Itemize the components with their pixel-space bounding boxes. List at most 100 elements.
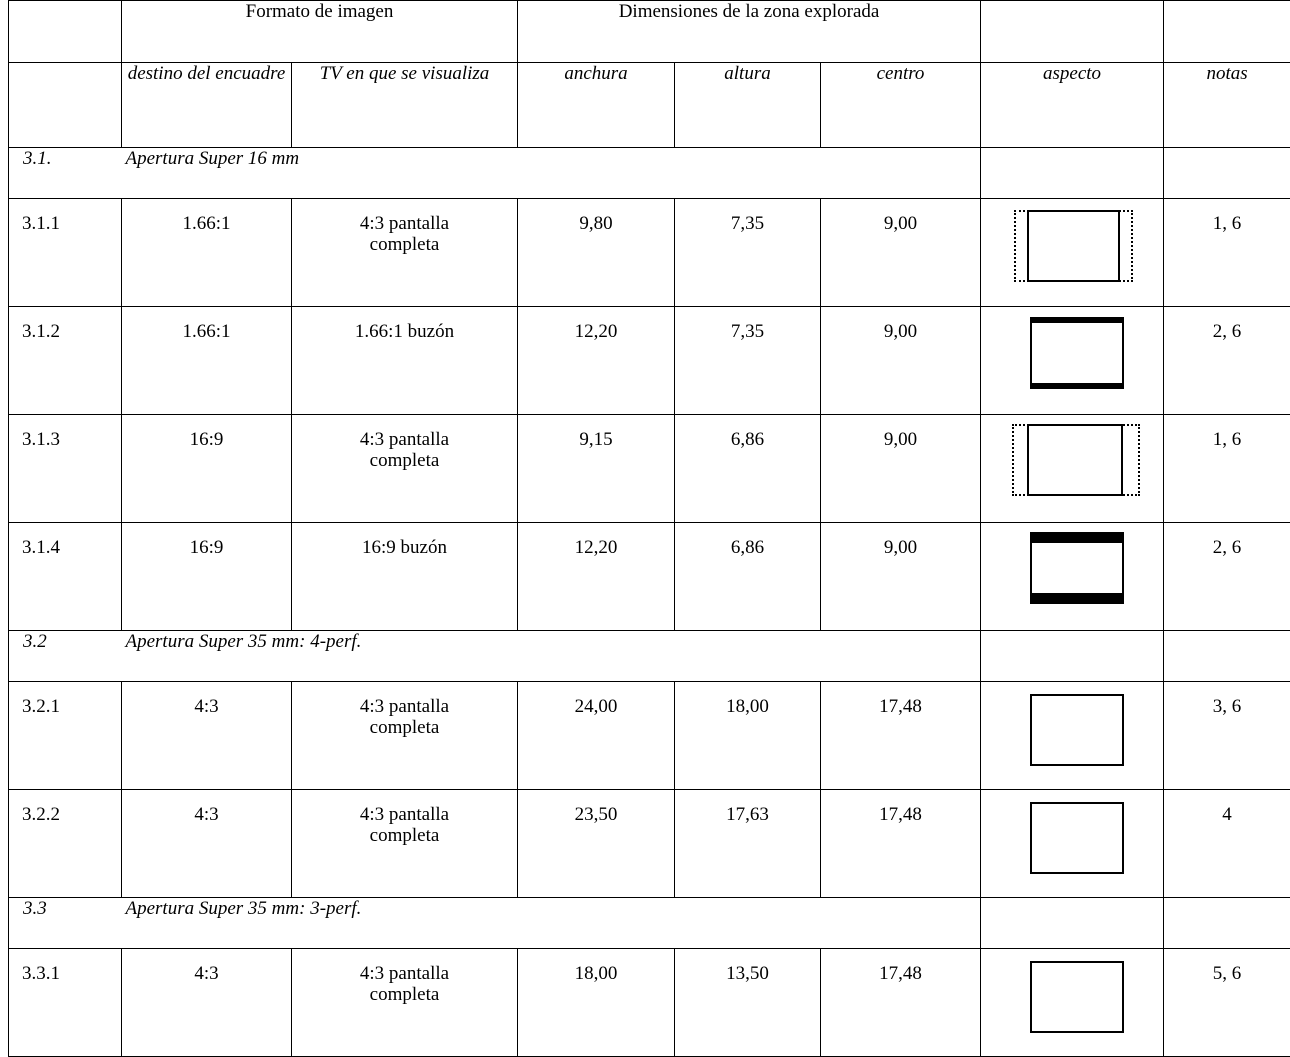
cell-destino: 16:9 bbox=[122, 415, 292, 523]
cell-destino: 1.66:1 bbox=[122, 307, 292, 415]
cell-aspecto bbox=[981, 307, 1164, 415]
letterbox-169-icon bbox=[981, 523, 1163, 630]
section-empty-cell bbox=[981, 898, 1164, 949]
cell-centro: 9,00 bbox=[821, 307, 981, 415]
header-empty-cell bbox=[1164, 1, 1290, 63]
section-empty-cell bbox=[981, 148, 1164, 199]
header-row-groups: Formato de imagen Dimensiones de la zona… bbox=[9, 1, 1290, 63]
col-header-anchura: anchura bbox=[518, 63, 675, 148]
cell-anchura: 12,20 bbox=[518, 307, 675, 415]
cell-anchura: 23,50 bbox=[518, 790, 675, 898]
cell-centro: 9,00 bbox=[821, 415, 981, 523]
row-id: 3.1.3 bbox=[9, 415, 122, 523]
row-id: 3.2.2 bbox=[9, 790, 122, 898]
cell-notas: 2, 6 bbox=[1164, 523, 1290, 631]
cell-altura: 6,86 bbox=[675, 415, 821, 523]
row-id: 3.1.1 bbox=[9, 199, 122, 307]
row-id: 3.1.4 bbox=[9, 523, 122, 631]
col-header-aspecto: aspecto bbox=[981, 63, 1164, 148]
col-header-altura: altura bbox=[675, 63, 821, 148]
header-dimensiones: Dimensiones de la zona explorada bbox=[518, 1, 981, 63]
letterbox-166-icon bbox=[981, 307, 1163, 414]
cell-tv: 4:3 pantalla completa bbox=[292, 682, 518, 790]
cell-tv: 4:3 pantalla completa bbox=[292, 949, 518, 1057]
section-empty-cell bbox=[1164, 148, 1290, 199]
cell-centro: 9,00 bbox=[821, 199, 981, 307]
cell-tv: 4:3 pantalla completa bbox=[292, 790, 518, 898]
col-header-destino: destino del encuadre bbox=[122, 63, 292, 148]
cell-notas: 4 bbox=[1164, 790, 1290, 898]
cell-tv: 1.66:1 buzón bbox=[292, 307, 518, 415]
cell-aspecto bbox=[981, 523, 1164, 631]
header-empty-cell bbox=[9, 63, 122, 148]
header-row-columns: destino del encuadre TV en que se visual… bbox=[9, 63, 1290, 148]
cell-centro: 9,00 bbox=[821, 523, 981, 631]
section-empty-cell bbox=[1164, 631, 1290, 682]
cell-notas: 5, 6 bbox=[1164, 949, 1290, 1057]
section-number: 3.2 bbox=[9, 631, 122, 682]
section-number: 3.3 bbox=[9, 898, 122, 949]
fullframe-43-icon bbox=[981, 949, 1163, 1056]
cell-centro: 17,48 bbox=[821, 949, 981, 1057]
col-header-tv: TV en que se visualiza bbox=[292, 63, 518, 148]
row-id: 3.1.2 bbox=[9, 307, 122, 415]
cell-altura: 18,00 bbox=[675, 682, 821, 790]
row-id: 3.2.1 bbox=[9, 682, 122, 790]
col-header-centro: centro bbox=[821, 63, 981, 148]
section-title: Apertura Super 16 mm bbox=[122, 148, 981, 199]
cell-altura: 7,35 bbox=[675, 307, 821, 415]
cell-aspecto bbox=[981, 199, 1164, 307]
cell-notas: 3, 6 bbox=[1164, 682, 1290, 790]
section-row: 3.1.Apertura Super 16 mm bbox=[9, 148, 1290, 199]
cell-centro: 17,48 bbox=[821, 790, 981, 898]
fullframe-43-icon bbox=[981, 790, 1163, 897]
cell-aspecto bbox=[981, 415, 1164, 523]
cell-destino: 16:9 bbox=[122, 523, 292, 631]
cell-anchura: 9,80 bbox=[518, 199, 675, 307]
cell-altura: 17,63 bbox=[675, 790, 821, 898]
cell-destino: 4:3 bbox=[122, 682, 292, 790]
section-number: 3.1. bbox=[9, 148, 122, 199]
col-header-notas: notas bbox=[1164, 63, 1290, 148]
cell-tv: 4:3 pantalla completa bbox=[292, 199, 518, 307]
cell-centro: 17,48 bbox=[821, 682, 981, 790]
header-formato-imagen: Formato de imagen bbox=[122, 1, 518, 63]
cell-destino: 1.66:1 bbox=[122, 199, 292, 307]
cell-anchura: 12,20 bbox=[518, 523, 675, 631]
cell-altura: 6,86 bbox=[675, 523, 821, 631]
pillarbox-166-icon bbox=[981, 199, 1163, 306]
header-empty-cell bbox=[9, 1, 122, 63]
section-title: Apertura Super 35 mm: 3-perf. bbox=[122, 898, 981, 949]
cell-anchura: 18,00 bbox=[518, 949, 675, 1057]
cell-aspecto bbox=[981, 682, 1164, 790]
section-title: Apertura Super 35 mm: 4-perf. bbox=[122, 631, 981, 682]
cell-notas: 2, 6 bbox=[1164, 307, 1290, 415]
cell-tv: 4:3 pantalla completa bbox=[292, 415, 518, 523]
header-empty-cell bbox=[981, 1, 1164, 63]
cell-notas: 1, 6 bbox=[1164, 415, 1290, 523]
aperture-spec-table: Formato de imagen Dimensiones de la zona… bbox=[8, 0, 1290, 1057]
section-empty-cell bbox=[1164, 898, 1290, 949]
cell-notas: 1, 6 bbox=[1164, 199, 1290, 307]
section-empty-cell bbox=[981, 631, 1164, 682]
cell-tv: 16:9 buzón bbox=[292, 523, 518, 631]
cell-anchura: 9,15 bbox=[518, 415, 675, 523]
cell-altura: 13,50 bbox=[675, 949, 821, 1057]
cell-destino: 4:3 bbox=[122, 790, 292, 898]
cell-anchura: 24,00 bbox=[518, 682, 675, 790]
pillarbox-169-icon bbox=[981, 415, 1163, 522]
cell-destino: 4:3 bbox=[122, 949, 292, 1057]
row-id: 3.3.1 bbox=[9, 949, 122, 1057]
fullframe-43-icon bbox=[981, 682, 1163, 789]
cell-aspecto bbox=[981, 949, 1164, 1057]
cell-altura: 7,35 bbox=[675, 199, 821, 307]
